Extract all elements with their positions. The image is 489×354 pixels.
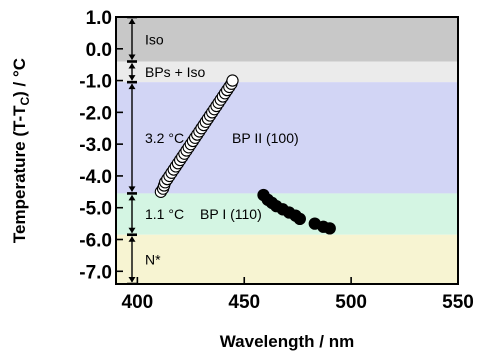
series-1 <box>257 188 336 235</box>
region-arrow-2 <box>127 81 137 194</box>
region-band-4 <box>116 234 458 284</box>
region-width-label-3: 1.1 °C <box>145 206 184 222</box>
x-tick-label-3: 550 <box>442 292 474 313</box>
region-band-0 <box>116 17 458 62</box>
y-tick-label-2: -1.0 <box>79 72 112 93</box>
plot-frame <box>115 16 459 285</box>
data-point-0-35 <box>226 74 239 87</box>
y-tick-label-1: 0.0 <box>86 40 112 61</box>
phase-region-labels: Iso BPs + Iso 3.2 °C BP II (100) 1.1 °C BP I … <box>145 31 299 267</box>
arrow-head-down <box>128 186 136 192</box>
data-points <box>154 74 336 235</box>
axis-ticks: 400 450 500 550 1.0 0.0 -1.0 -2.0 -3.0 -4.0 -5.0 -6… <box>79 8 474 313</box>
region-band-1 <box>116 61 458 83</box>
data-point-1-10 <box>323 222 336 235</box>
series-0 <box>154 74 239 198</box>
phase-width-arrows <box>127 16 137 285</box>
region-label-1: BPs + Iso <box>145 64 206 80</box>
y-tick-label-8: -7.0 <box>79 262 112 283</box>
y-tick-label-7: -6.0 <box>79 231 112 252</box>
arrow-head-down <box>128 54 136 60</box>
x-tick-label-0: 400 <box>122 292 154 313</box>
region-label-0: Iso <box>145 31 164 47</box>
y-axis-label-tail: ) / °C <box>10 58 29 97</box>
y-tick-label-6: -5.0 <box>79 199 112 220</box>
x-tick-label-1: 450 <box>228 292 260 313</box>
region-label-3: BP I (110) <box>200 206 262 222</box>
y-tick-label-0: 1.0 <box>86 8 112 29</box>
arrow-head-up <box>128 18 136 24</box>
y-tick-label-3: -2.0 <box>79 103 112 124</box>
x-axis-label: Wavelength / nm <box>220 332 354 351</box>
region-width-label-2: 3.2 °C <box>145 130 184 146</box>
region-arrow-1 <box>127 61 137 83</box>
arrow-head-down <box>128 277 136 283</box>
arrow-head-down <box>128 75 136 81</box>
y-tick-label-5: -4.0 <box>79 167 112 188</box>
arrow-head-up <box>128 194 136 201</box>
region-arrow-3 <box>127 193 137 236</box>
data-point-1-7 <box>293 212 306 225</box>
arrow-head-up <box>128 236 136 242</box>
y-tick-label-4: -3.0 <box>79 135 112 156</box>
x-tick-label-2: 500 <box>335 292 367 313</box>
y-axis-label-sub: C <box>18 96 32 105</box>
phase-regions <box>116 17 458 284</box>
y-axis-label-main: Temperature (T-T <box>10 105 29 243</box>
arrow-head-up <box>128 63 136 69</box>
arrow-head-down <box>128 227 136 234</box>
arrow-head-up <box>128 83 136 90</box>
y-axis-label: Temperature (T-TC) / °C <box>10 58 32 243</box>
region-label-2: BP II (100) <box>232 130 299 146</box>
region-label-4: N* <box>145 251 161 267</box>
